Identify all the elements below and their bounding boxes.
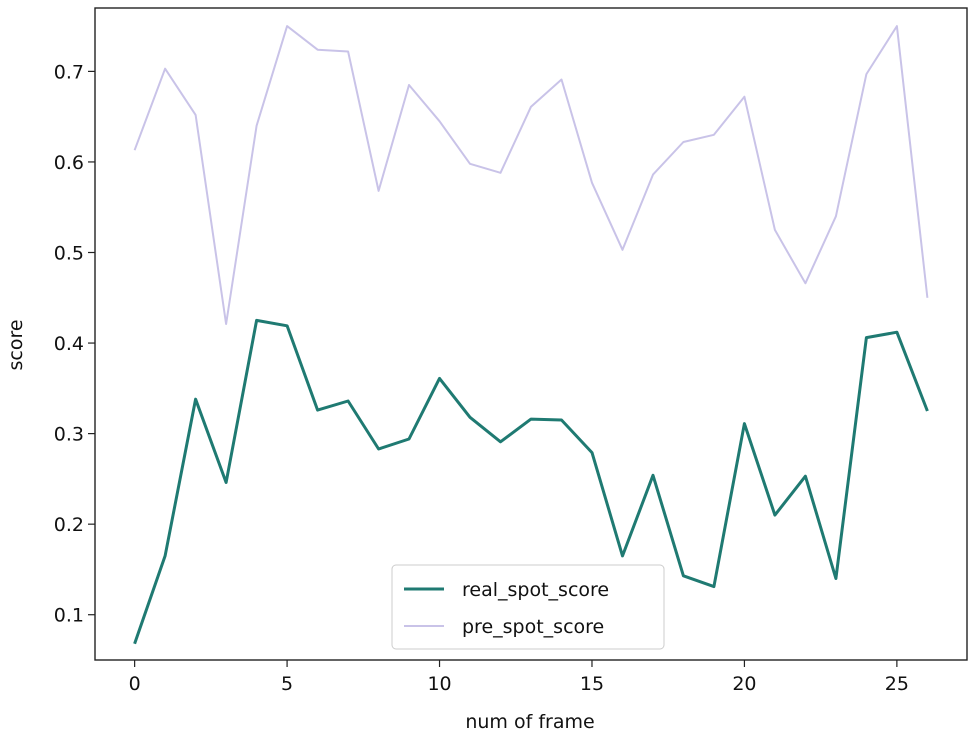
legend-box — [391, 564, 665, 650]
series-line-pre-spot-score — [133, 25, 929, 325]
legend-label: real_spot_score — [462, 579, 609, 601]
y-tick-label: 0.4 — [54, 333, 84, 355]
series-line-real-spot-score — [133, 318, 929, 645]
y-axis-label: score — [5, 319, 27, 370]
y-tick-label: 0.5 — [54, 243, 84, 265]
x-tick-label: 5 — [281, 673, 293, 695]
plot-frame — [94, 7, 968, 661]
x-tick-label: 15 — [580, 673, 604, 695]
y-tick-label: 0.3 — [54, 424, 84, 446]
y-tick-label: 0.6 — [54, 152, 84, 174]
x-tick-label: 20 — [732, 673, 756, 695]
legend: real_spot_score pre_spot_score — [391, 564, 665, 650]
x-tick-label: 0 — [129, 673, 141, 695]
axes: 0 5 10 15 20 25 0.1 0.2 0.3 0.4 0.5 0.6 0.7 — [54, 7, 968, 695]
y-tick-label: 0.1 — [54, 605, 84, 627]
x-tick-label: 10 — [427, 673, 451, 695]
x-axis-label: num of frame — [465, 711, 594, 733]
axis-labels: num of frame score — [5, 319, 595, 733]
x-tick-label: 25 — [885, 673, 909, 695]
y-tick-label: 0.2 — [54, 514, 84, 536]
y-tick-label: 0.7 — [54, 61, 84, 83]
series-lines — [133, 25, 929, 645]
legend-label: pre_spot_score — [462, 616, 604, 638]
